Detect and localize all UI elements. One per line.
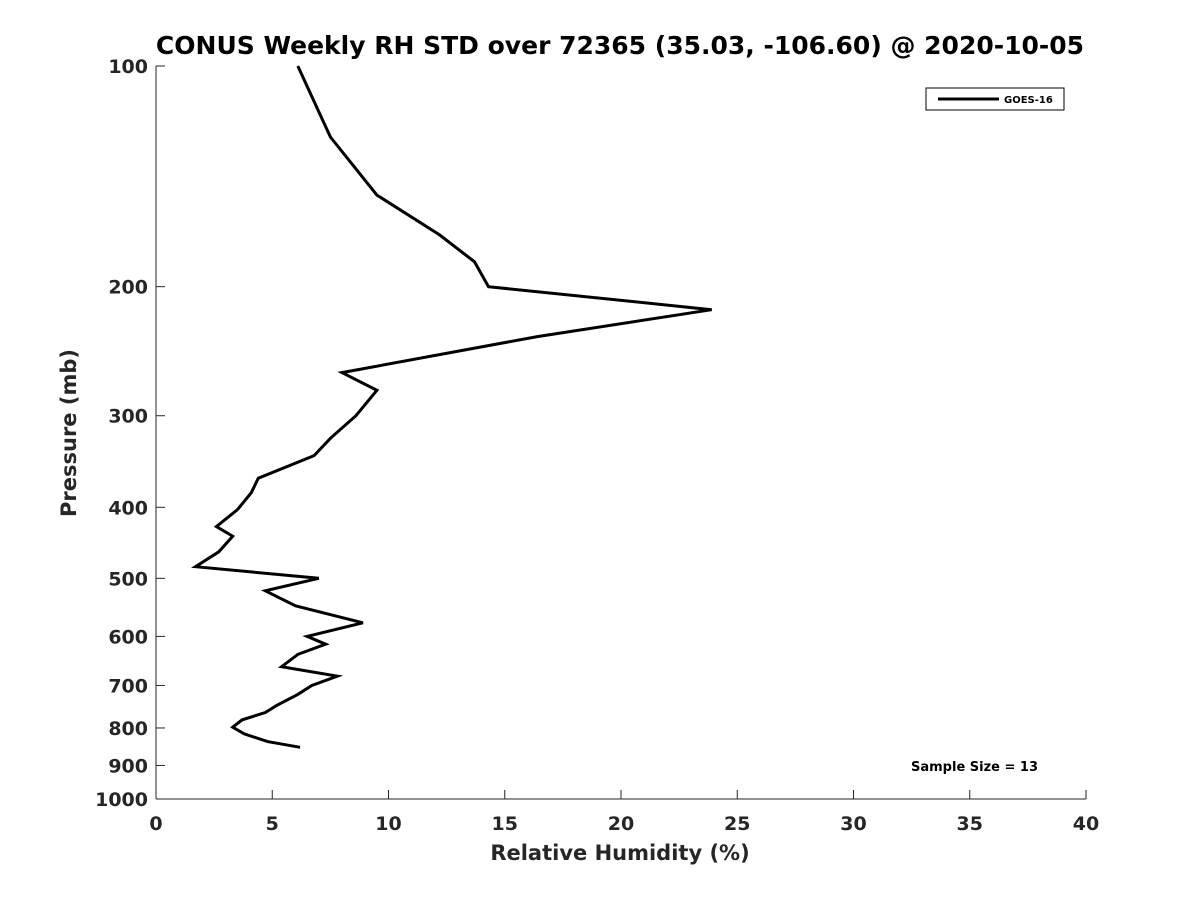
- x-tick-label: 25: [724, 813, 750, 835]
- x-tick-label: 15: [492, 813, 518, 835]
- x-tick-label: 20: [608, 813, 634, 835]
- x-tick-label: 35: [957, 813, 983, 835]
- x-tick-label: 0: [149, 813, 162, 835]
- y-tick-label: 400: [108, 497, 148, 519]
- series-lines: [191, 65, 712, 749]
- y-tick-label: 300: [108, 406, 148, 428]
- x-axis-label: Relative Humidity (%): [490, 841, 749, 865]
- x-tick-label: 30: [840, 813, 866, 835]
- series-line-goes-16: [191, 65, 712, 749]
- y-tick-label: 1000: [95, 789, 148, 811]
- x-tick-label: 5: [266, 813, 279, 835]
- x-tick-label: 40: [1073, 813, 1099, 835]
- y-axis-ticks: 100 200 300 400 500 600 700 800 900 1000: [95, 56, 165, 811]
- y-tick-label: 800: [108, 718, 148, 740]
- chart-title: CONUS Weekly RH STD over 72365 (35.03, -…: [156, 31, 1084, 60]
- y-tick-label: 900: [108, 755, 148, 777]
- x-tick-label: 10: [375, 813, 401, 835]
- y-tick-label: 100: [108, 56, 148, 78]
- y-axis-label: Pressure (mb): [57, 349, 81, 517]
- sample-size-annotation: Sample Size = 13: [911, 760, 1038, 775]
- y-tick-label: 700: [108, 675, 148, 697]
- y-tick-label: 500: [108, 568, 148, 590]
- y-tick-label: 600: [108, 626, 148, 648]
- legend-label-goes-16: GOES-16: [1004, 95, 1053, 106]
- legend: GOES-16: [925, 87, 1065, 111]
- y-tick-label: 200: [108, 277, 148, 299]
- x-axis-ticks: 0 5 10 15 20 25 30 35 40: [149, 790, 1099, 835]
